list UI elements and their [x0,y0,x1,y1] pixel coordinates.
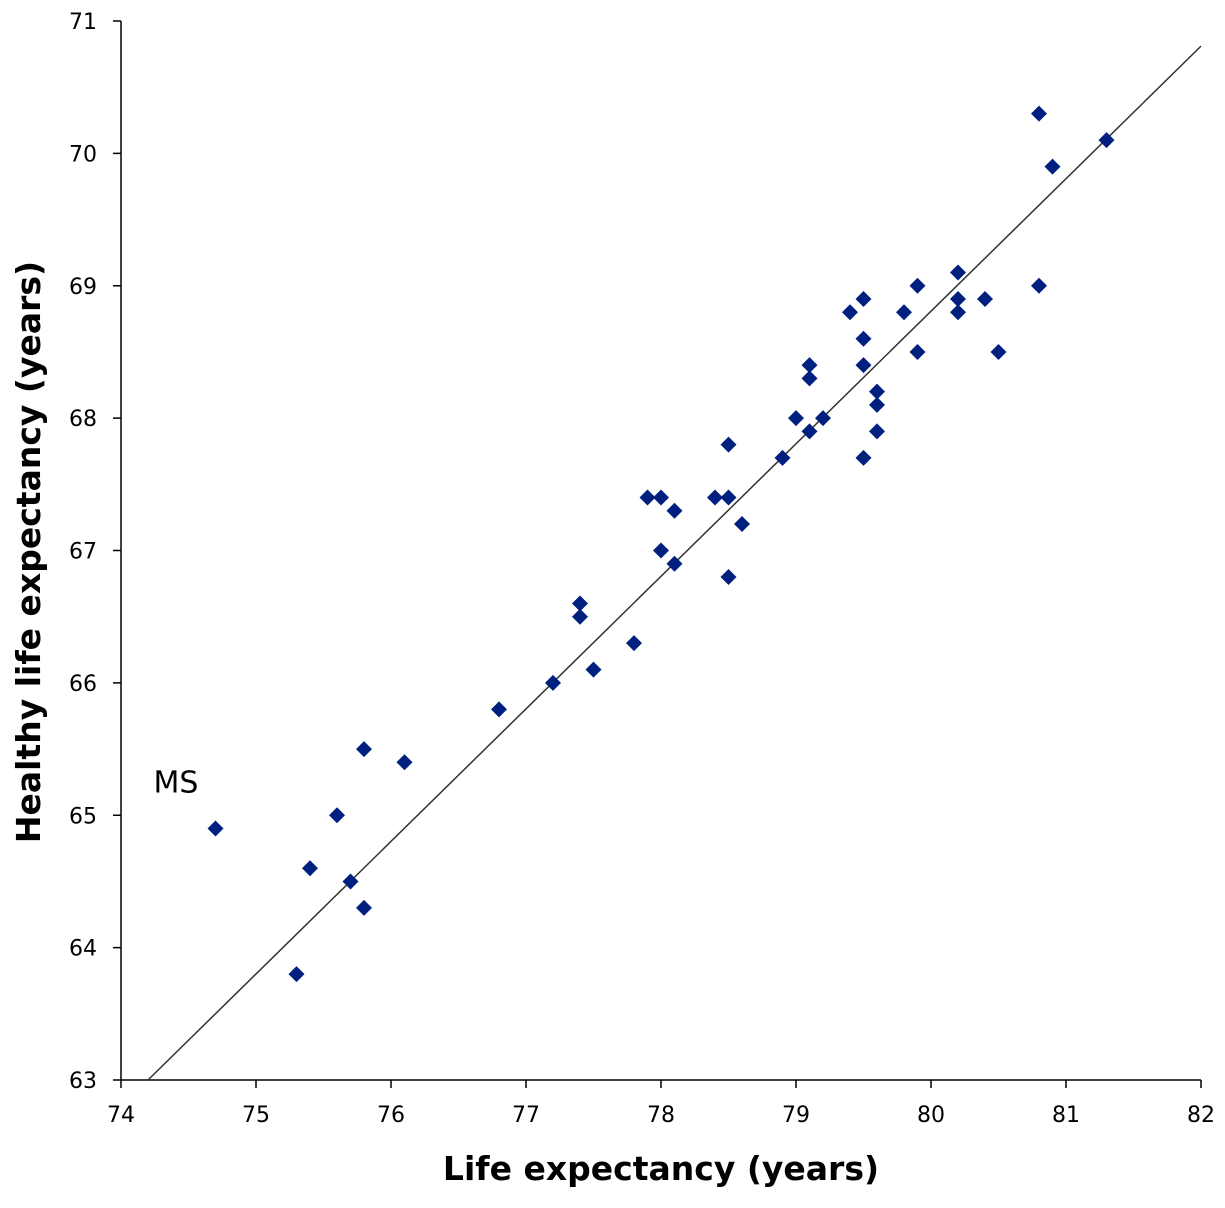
point [707,489,723,506]
point [788,410,804,427]
y-tick-label: 66 [69,672,97,697]
annotation: MS [154,765,199,800]
point [950,304,966,321]
point [855,330,872,347]
point [801,423,818,440]
point [801,370,818,387]
point [666,502,683,519]
point [666,555,683,572]
point [288,966,305,983]
point [774,449,791,466]
point [855,449,872,466]
point [855,290,872,307]
y-tick-label: 64 [69,937,97,962]
y-tick-label: 67 [69,540,97,565]
y-tick-label: 63 [69,1069,97,1094]
point [639,489,656,506]
point [734,516,750,533]
point [491,701,507,718]
y-tick-label: 71 [69,10,97,35]
x-tick-label: 78 [647,1103,675,1128]
point [909,277,926,294]
point [653,489,669,506]
point [1031,105,1047,122]
point [990,343,1007,360]
point [869,396,885,413]
point [720,436,737,453]
point [869,383,885,400]
y-axis-title: Healthy life expectancy (years) [9,261,48,843]
point [1098,132,1115,149]
point [950,290,966,307]
point [909,343,926,360]
x-tick-label: 80 [917,1103,945,1128]
x-tick-label: 82 [1187,1103,1215,1128]
x-tick-label: 74 [107,1103,135,1128]
y-tick-label: 70 [69,142,97,167]
point [572,595,588,612]
point [815,410,831,427]
point [626,635,642,652]
point [207,820,224,837]
x-tick-label: 77 [512,1103,540,1128]
point [1031,277,1047,294]
point [720,489,737,506]
point [977,290,993,307]
x-tick-label: 75 [242,1103,270,1128]
point [855,357,872,374]
point [585,661,602,678]
point [329,807,345,824]
x-axis-title: Life expectancy (years) [443,1149,879,1188]
y-tick-label: 69 [69,275,97,300]
point [801,357,818,374]
point [356,899,372,916]
point [720,568,737,585]
point [396,754,413,771]
point [545,674,561,691]
x-tick-label: 79 [782,1103,810,1128]
y-tick-label: 65 [69,804,97,829]
point [869,423,885,440]
x-tick-label: 81 [1052,1103,1080,1128]
point [572,608,588,625]
point [653,542,669,559]
point [896,304,912,321]
point [950,264,966,281]
point [342,873,359,890]
x-tick-label: 76 [377,1103,405,1128]
point [356,741,372,758]
point [842,304,858,321]
point [1044,158,1061,175]
point [302,860,318,877]
y-tick-label: 68 [69,407,97,432]
